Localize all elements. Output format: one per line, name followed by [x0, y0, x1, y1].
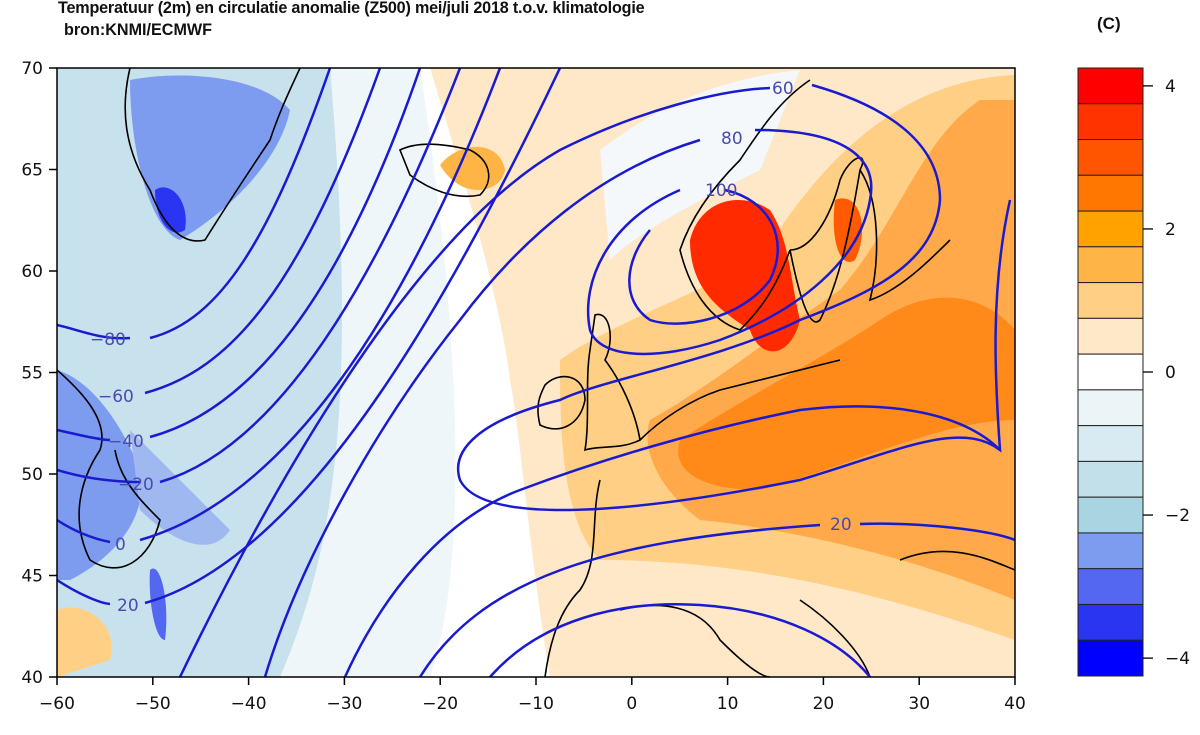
x-tick-label: 20: [813, 694, 835, 714]
colorbar-tick-label: 2: [1165, 220, 1176, 240]
colorbar-bin: [1077, 246, 1144, 284]
coastline-continent: [544, 359, 1015, 677]
x-tick-label: 40: [1004, 694, 1026, 714]
x-tick-label: 0: [626, 694, 637, 714]
x-tick-label: −60: [39, 694, 75, 714]
y-tick-label: 40: [21, 668, 43, 688]
colorbar-tick-label: 0: [1165, 363, 1176, 383]
contour-label: −80: [90, 330, 126, 350]
x-tick-label: −20: [422, 694, 458, 714]
contour-label: 20: [117, 596, 139, 616]
anomaly-blue-newfoundland: [57, 370, 142, 580]
coastline-sweden-finland: [789, 156, 864, 323]
contour-line: [57, 68, 562, 606]
z500-contours: [57, 68, 1015, 677]
contour-labels: −80 −60 −40 −20 0 20 60 80 100 20: [90, 79, 852, 616]
coastline-norway: [679, 79, 811, 331]
colorbar-unit: (C): [1097, 14, 1121, 33]
colorbar-bin: [1077, 425, 1144, 462]
anomaly-darkblue-greenland: [155, 187, 186, 233]
colorbar-bin: [1077, 317, 1144, 355]
colorbar-bin: [1077, 67, 1144, 105]
contour-line: [263, 128, 873, 677]
anomaly-red-sweden: [833, 198, 863, 262]
colorbar-bin: [1077, 103, 1144, 141]
contour-label: 20: [830, 515, 852, 535]
y-tick-label: 45: [21, 567, 43, 587]
x-tick-label: 30: [908, 694, 930, 714]
x-tick-label: 10: [717, 694, 739, 714]
y-tick-label: 55: [21, 364, 43, 384]
anomaly-red-scandinavia: [690, 200, 800, 352]
colorbar-bin: [1077, 389, 1144, 427]
coastline-baltic: [859, 169, 951, 302]
coastline-newfoundland: [57, 369, 161, 569]
contour-line: [489, 603, 871, 677]
colorbar-bin: [1077, 496, 1144, 534]
contour-label: −20: [118, 475, 154, 495]
colorbar-bin: [1077, 639, 1144, 677]
contour-label: 0: [115, 535, 126, 555]
y-tick-label: 50: [21, 465, 43, 485]
contour-label: 60: [772, 79, 794, 99]
contour-line: [144, 68, 382, 395]
colorbar-bin: [1077, 353, 1144, 391]
colorbar-bin: [1077, 568, 1144, 605]
colorbar-tick-label: −4: [1165, 649, 1190, 669]
colorbar-bin: [1077, 139, 1144, 176]
coastlines: [57, 68, 1015, 677]
anomaly-orange-southwest: [57, 607, 112, 677]
map-subtitle: bron:KNMI/ECMWF: [64, 20, 213, 39]
contour-line: [628, 188, 779, 325]
anomaly-blue-newfoundland-2: [130, 430, 230, 545]
y-tick-label: 65: [21, 161, 43, 181]
contour-label: 100: [705, 181, 737, 201]
colorbar-bin: [1077, 460, 1144, 498]
anomaly-white-norway-coast: [600, 70, 800, 260]
colorbar: 4 2 0 −2 −4: [1077, 67, 1190, 677]
contour-line: [178, 83, 1012, 677]
x-tick-label: −30: [326, 694, 362, 714]
contour-label: −40: [108, 432, 144, 452]
coastline-iceland: [398, 143, 490, 198]
map-title: Temperatuur (2m) en circulatie anomalie …: [58, 0, 645, 17]
contour-label: 80: [721, 129, 743, 149]
anomaly-blue-streak: [149, 568, 167, 640]
coastline-ireland: [537, 375, 586, 430]
anomaly-field: −80 −60 −40 −20 0 20 60 80 100 20: [57, 68, 1015, 677]
contour-line: [418, 522, 1015, 677]
contour-line: [57, 68, 422, 442]
colorbar-bin: [1077, 174, 1144, 212]
axis-ticks: −60 −50 −40 −30 −20 −10 0 10 20 30 40 70 65 60 55 50 45 4…: [21, 59, 1025, 714]
colorbar-bin: [1077, 210, 1144, 248]
contour-label: −60: [98, 387, 134, 407]
x-tick-label: −10: [518, 694, 554, 714]
colorbar-bin: [1077, 532, 1144, 570]
x-tick-label: −50: [135, 694, 171, 714]
y-tick-label: 60: [21, 262, 43, 282]
anomaly-dark-orange-region: [678, 297, 1015, 490]
colorbar-bin: [1077, 282, 1144, 319]
y-tick-label: 70: [21, 59, 43, 79]
contour-line: [57, 68, 462, 484]
x-tick-label: −40: [231, 694, 267, 714]
coastline-greenland: [124, 68, 301, 242]
coastline-britain: [583, 313, 641, 452]
colorbar-tick-label: 4: [1165, 77, 1176, 97]
colorbar-bin: [1077, 603, 1144, 641]
contour-line: [343, 405, 1001, 677]
contour-line: [57, 68, 332, 340]
contour-line: [57, 68, 502, 544]
colorbar-tick-label: −2: [1165, 506, 1190, 526]
